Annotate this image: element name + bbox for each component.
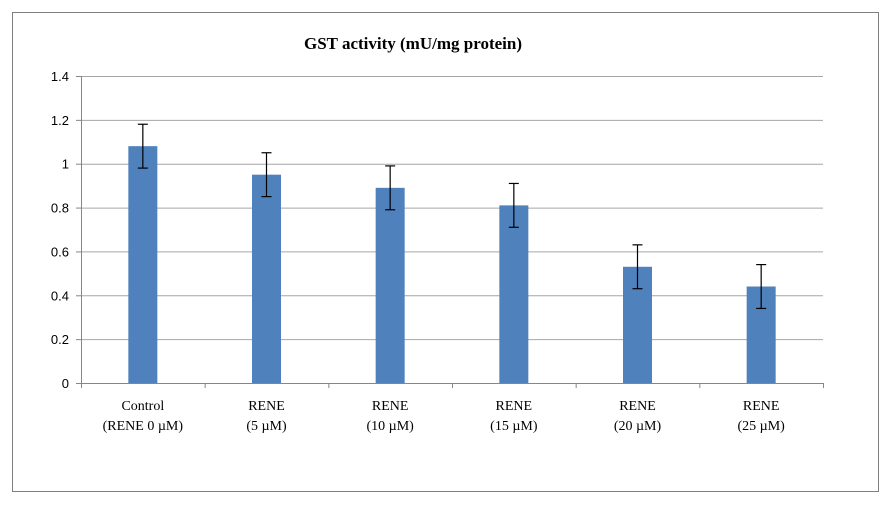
x-category-label: (5 µM) bbox=[246, 419, 287, 434]
bar bbox=[252, 174, 281, 383]
y-tick-label: 0.8 bbox=[51, 201, 69, 216]
y-tick-label: 1 bbox=[62, 157, 69, 172]
error-bars bbox=[137, 123, 767, 310]
grid-lines bbox=[81, 76, 823, 341]
chart-frame: GST activity (mU/mg protein) 0 0.2 0.4 0.6 0… bbox=[12, 12, 879, 492]
x-category-labels: Control (RENE 0 µM) RENE (5 µM) RENE (10 µM) R… bbox=[103, 399, 786, 434]
axes bbox=[76, 76, 824, 388]
chart-title: GST activity (mU/mg protein) bbox=[304, 34, 522, 53]
x-category-label: RENE bbox=[743, 399, 780, 414]
x-category-label: (15 µM) bbox=[490, 419, 538, 434]
y-tick-label: 0 bbox=[62, 376, 69, 391]
x-category-label: Control bbox=[121, 399, 164, 414]
bar bbox=[499, 205, 529, 383]
y-tick-label: 0.6 bbox=[51, 244, 69, 259]
y-tick-label: 0.4 bbox=[51, 288, 69, 303]
x-category-label: RENE bbox=[248, 399, 285, 414]
bar-chart: GST activity (mU/mg protein) 00.20.40.60… bbox=[51, 34, 824, 434]
x-category-label: (10 µM) bbox=[366, 419, 414, 434]
y-tick-label: 1.2 bbox=[51, 113, 69, 128]
y-tick-label: 1.4 bbox=[51, 69, 69, 84]
x-category-label: RENE bbox=[619, 399, 656, 414]
y-tick-label: 0.2 bbox=[51, 332, 69, 347]
x-category-label: RENE bbox=[496, 399, 533, 414]
x-category-label: (25 µM) bbox=[737, 419, 785, 434]
y-tick-labels: 0 0.2 0.4 0.6 0.8 1 1.2 1.4 bbox=[51, 69, 69, 391]
x-category-label: (20 µM) bbox=[614, 419, 662, 434]
bar bbox=[128, 146, 158, 383]
bar bbox=[375, 187, 405, 383]
x-category-label: RENE bbox=[372, 399, 409, 414]
x-category-label: (RENE 0 µM) bbox=[103, 419, 184, 434]
bars bbox=[128, 146, 776, 383]
